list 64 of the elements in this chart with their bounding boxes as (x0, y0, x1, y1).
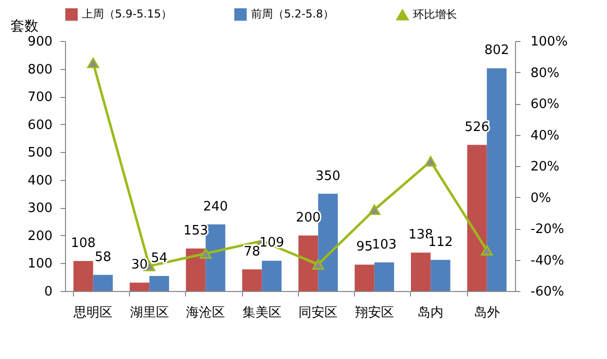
y2-tick-label: 0% (530, 190, 552, 206)
point (87, 58, 100, 68)
legend-label: 上周（5.9-5.15） (82, 8, 172, 21)
y2-tick-label: 60% (530, 97, 560, 112)
bar (149, 276, 170, 291)
bar (130, 282, 150, 291)
x-tick-label: 湖里区 (130, 306, 169, 320)
bar (298, 235, 318, 291)
bar (93, 274, 113, 291)
x-tick-label: 岛内 (418, 306, 444, 320)
bar (374, 262, 394, 291)
data-label: 802 (484, 43, 510, 58)
point (312, 259, 324, 270)
bar (430, 260, 450, 291)
data-label: 103 (372, 237, 397, 252)
x-tick-label: 思明区 (72, 306, 113, 320)
point (424, 156, 437, 167)
bar (467, 144, 487, 291)
y2-tick-label: -40% (530, 253, 564, 268)
data-label: 95 (356, 240, 373, 255)
bar (318, 194, 338, 291)
y2-tick-label: 40% (530, 128, 560, 144)
y-tick-label: 100 (28, 256, 52, 272)
y-tick-label: 700 (28, 90, 52, 106)
bar (73, 261, 94, 291)
data-label: 30 (131, 258, 148, 273)
data-label: 240 (203, 199, 228, 214)
legend-label: 前周（5.2-5.8） (251, 8, 334, 21)
data-label: 54 (150, 251, 168, 266)
y2-tick-label: 80% (530, 66, 560, 81)
y-tick-label: 0 (44, 284, 52, 300)
x-tick-label: 岛外 (474, 306, 500, 320)
y-tick-label: 300 (28, 201, 52, 216)
x-tick-label: 海沧区 (186, 306, 226, 320)
bar (186, 248, 206, 291)
legend-label: 环比增长 (413, 8, 457, 21)
y2-tick-label: 100% (530, 34, 568, 50)
y-tick-label: 500 (28, 146, 52, 161)
data-label: 58 (94, 250, 112, 265)
bar (354, 264, 374, 291)
y-tick-label: 900 (28, 34, 52, 50)
point (200, 248, 212, 259)
bar (262, 260, 282, 291)
point (480, 245, 493, 256)
point (368, 204, 380, 216)
x-tick-label: 翔安区 (354, 304, 394, 320)
data-label: 78 (244, 244, 260, 260)
y2-tick-label: 20% (530, 160, 560, 174)
data-label: 108 (70, 236, 96, 251)
bar (242, 269, 262, 291)
y2-tick-label: -20% (530, 222, 564, 237)
bar (206, 224, 226, 291)
y-tick-label: 800 (28, 62, 52, 78)
x-tick-label: 集美区 (242, 304, 282, 320)
y-tick-label: 600 (28, 118, 52, 133)
y-axis-title: 套数 (10, 18, 38, 34)
bar (410, 252, 431, 291)
y-tick-label: 400 (28, 173, 52, 188)
bar (486, 68, 507, 291)
y-tick-label: 200 (28, 228, 52, 244)
data-label: 350 (316, 168, 340, 184)
data-label: 112 (428, 234, 453, 250)
y2-tick-label: -60% (530, 284, 564, 300)
x-tick-label: 同安区 (298, 304, 338, 320)
